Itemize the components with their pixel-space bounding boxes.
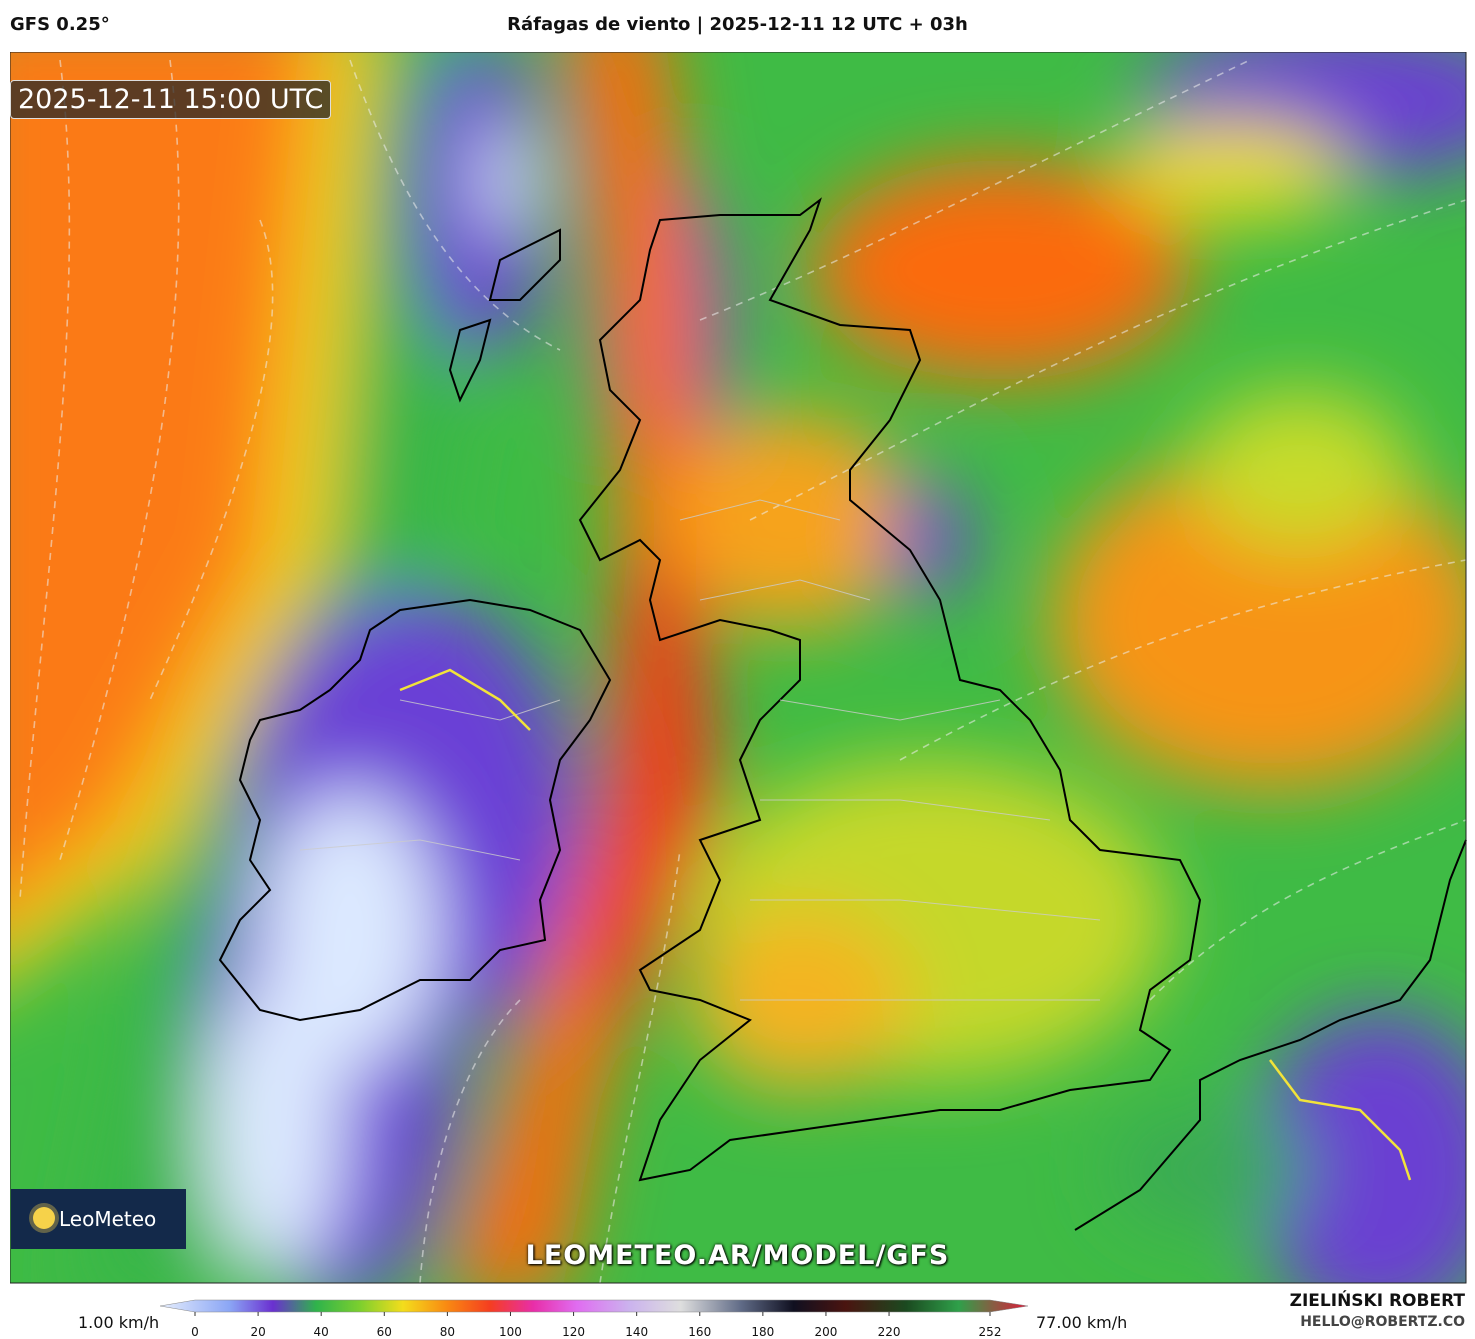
colorbar-tick-label: 140 — [625, 1325, 648, 1339]
colorbar-max: 77.00 km/h — [1036, 1313, 1128, 1332]
isobars — [19, 59, 1467, 1284]
colorbar-tick-label: 252 — [979, 1325, 1002, 1339]
colorbar-tick-label: 80 — [440, 1325, 455, 1339]
colorbar-tick-label: 60 — [377, 1325, 392, 1339]
colorbar-tick-label: 200 — [814, 1325, 837, 1339]
border — [399, 668, 531, 731]
border — [1269, 1059, 1412, 1181]
watermark: LEOMETEO.AR/MODEL/GFS — [525, 1240, 950, 1271]
colorbar-tick-label: 40 — [314, 1325, 329, 1339]
colorbar-tick-label: 220 — [878, 1325, 901, 1339]
colorbar-tick-label: 120 — [562, 1325, 585, 1339]
wind-map — [10, 52, 1467, 1284]
map-frame — [10, 52, 1467, 1284]
wind-field — [10, 52, 1466, 1283]
boundaries — [299, 499, 1101, 1001]
author: ZIELIŃSKI ROBERT — [1289, 1291, 1465, 1311]
colorbar-tick-label: 180 — [751, 1325, 774, 1339]
contact: HELLO@ROBERTZ.CO — [1300, 1314, 1465, 1330]
colorbar-tick-label: 20 — [250, 1325, 265, 1339]
model-label: GFS 0.25° — [10, 14, 110, 35]
colorbar-tick-label: 0 — [191, 1325, 199, 1339]
colorbar-gradient — [159, 1299, 1029, 1313]
valid-time: 2025-12-11 15:00 UTC — [10, 80, 332, 119]
logo: LeoMeteo — [11, 1189, 186, 1249]
colorbar: 0 20 40 60 80 100 120 140 160 180 200 220 252 — [159, 1299, 1029, 1339]
colorbar-min: 1.00 km/h — [78, 1313, 160, 1332]
coastlines — [218, 197, 1467, 1231]
colorbar-tick-label: 160 — [688, 1325, 711, 1339]
map-title: Ráfagas de viento | 2025-12-11 12 UTC + … — [507, 14, 968, 35]
colorbar-tick-label: 100 — [499, 1325, 522, 1339]
